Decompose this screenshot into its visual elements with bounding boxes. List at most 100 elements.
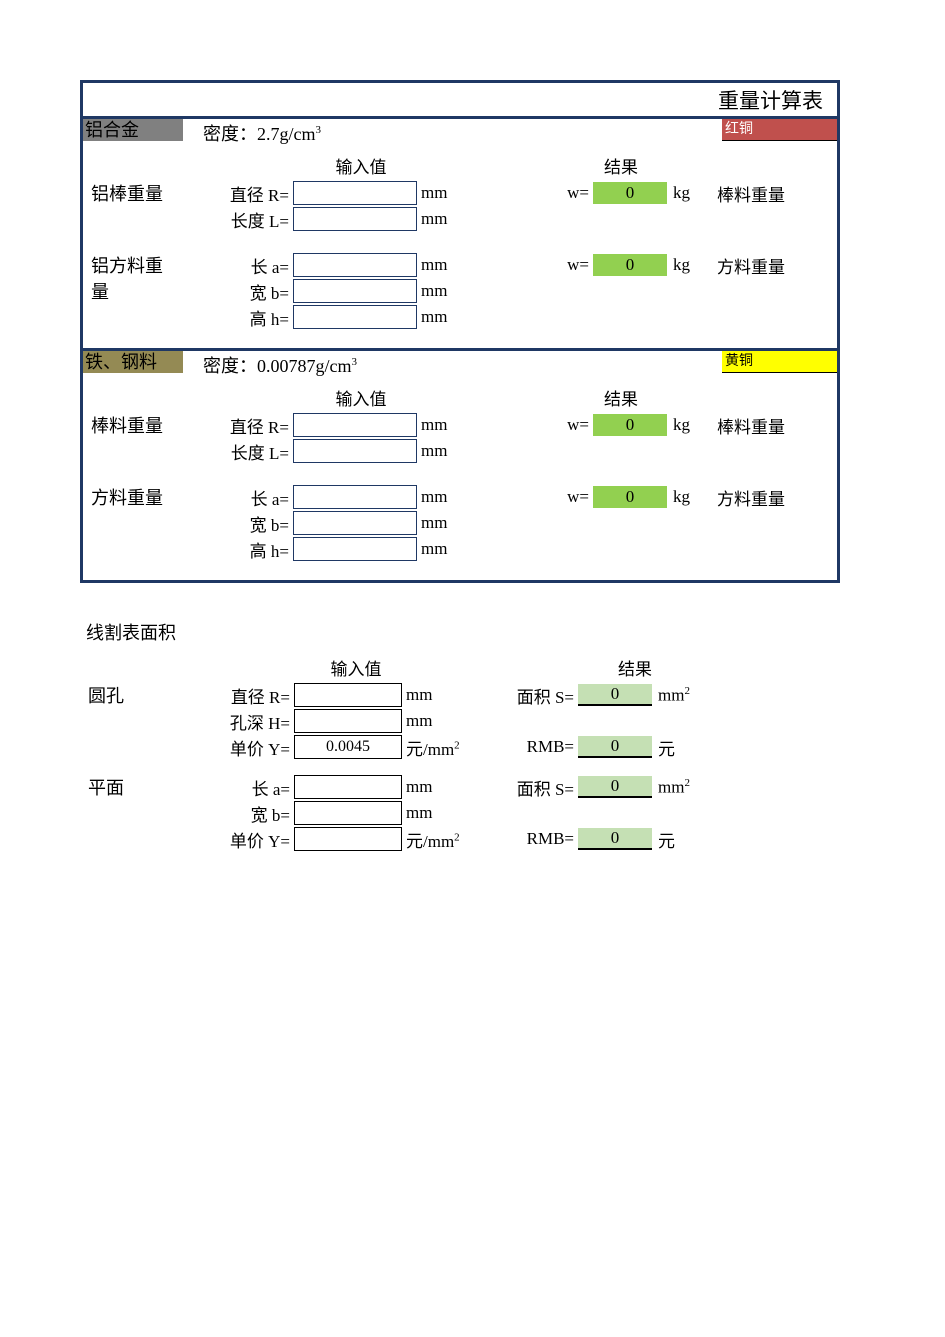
- tag-steel: 铁、钢料: [83, 351, 183, 373]
- al-block-param-h: 高 h=: [191, 305, 293, 330]
- al-block-param-b: 宽 b=: [191, 279, 293, 304]
- al-rod-input-r[interactable]: [293, 181, 417, 205]
- al-block-result-label: w=: [563, 255, 593, 275]
- hole-param-y: 单价 Y=: [176, 735, 294, 760]
- steel-block-row3: 高 h= mm: [83, 536, 837, 562]
- steel-block-row2: 宽 b= mm: [83, 510, 837, 536]
- steel-rod-result-label: w=: [563, 415, 593, 435]
- plane-title: 平面: [88, 774, 176, 800]
- al-rod-result-label: w=: [563, 183, 593, 203]
- steel-block-unit-b: mm: [417, 513, 467, 533]
- al-block-input-b[interactable]: [293, 279, 417, 303]
- brass-rod-label: 棒料重量: [717, 413, 785, 438]
- plane-area-value: 0: [578, 776, 652, 798]
- al-rod-title: 铝棒重量: [91, 180, 191, 206]
- plane-unit-b: mm: [402, 803, 474, 823]
- al-block-unit-b: mm: [417, 281, 467, 301]
- plane-rmb-value: 0: [578, 828, 652, 850]
- plane-unit-y: 元/mm2: [402, 827, 474, 852]
- al-block-row1: 铝方料重 长 a= mm w= 0 kg 方料重量: [83, 252, 837, 278]
- al-block-title-l1: 铝方料重: [91, 252, 191, 278]
- plane-row3: 单价 Y= 元/mm2 RMB= 0 元: [80, 826, 840, 852]
- copper-rod-label: 棒料重量: [717, 181, 785, 206]
- steel-rod-param-l: 长度 L=: [191, 439, 293, 464]
- hole-unit-h: mm: [402, 711, 474, 731]
- steel-rod-title: 棒料重量: [91, 412, 191, 438]
- weight-calc-container: 重量计算表 铝合金 密度：2.7g/cm3 红铜 输入值 结果 铝棒重量 直径 …: [80, 80, 840, 583]
- page-title: 重量计算表: [83, 83, 837, 119]
- al-rod-param-r: 直径 R=: [191, 181, 293, 206]
- hole-rmb-label: RMB=: [508, 737, 578, 757]
- steel-block-param-h: 高 h=: [191, 537, 293, 562]
- steel-block-input-a[interactable]: [293, 485, 417, 509]
- plane-row1: 平面 长 a= mm 面积 S= 0 mm2: [80, 774, 840, 800]
- al-rod-unit-r: mm: [417, 183, 467, 203]
- steel-rod-param-r: 直径 R=: [191, 413, 293, 438]
- tag-copper: 红铜: [722, 119, 837, 141]
- col-head-input-2: 输入值: [301, 385, 421, 410]
- plane-input-a[interactable]: [294, 775, 402, 799]
- aluminum-density: 密度：2.7g/cm3: [203, 119, 321, 145]
- section-aluminum-header: 铝合金 密度：2.7g/cm3 红铜: [83, 119, 837, 145]
- steel-block-result-value: 0: [593, 486, 667, 508]
- brass-block-label: 方料重量: [717, 485, 785, 510]
- plane-area-unit: mm2: [652, 777, 698, 798]
- steel-density: 密度：0.00787g/cm3: [203, 351, 357, 377]
- hole-unit-y: 元/mm2: [402, 735, 474, 760]
- plane-param-b: 宽 b=: [176, 801, 294, 826]
- steel-block-result-unit: kg: [667, 487, 713, 507]
- hole-rmb-unit: 元: [652, 735, 698, 760]
- hole-input-y[interactable]: [294, 735, 402, 759]
- hole-param-r: 直径 R=: [176, 683, 294, 708]
- hole-param-h: 孔深 H=: [176, 709, 294, 734]
- col-head-result: 结果: [581, 153, 661, 178]
- tag-brass: 黄铜: [722, 351, 837, 373]
- steel-rod-row2: 长度 L= mm: [83, 438, 837, 464]
- al-rod-result-unit: kg: [667, 183, 713, 203]
- al-rod-unit-l: mm: [417, 209, 467, 229]
- al-rod-row1: 铝棒重量 直径 R= mm w= 0 kg 棒料重量: [83, 180, 837, 206]
- hole-row3: 单价 Y= 元/mm2 RMB= 0 元: [80, 734, 840, 760]
- al-rod-input-l[interactable]: [293, 207, 417, 231]
- tag-aluminum: 铝合金: [83, 119, 183, 141]
- al-block-result-value: 0: [593, 254, 667, 276]
- hole-area-value: 0: [578, 684, 652, 706]
- section-steel-header: 铁、钢料 密度：0.00787g/cm3 黄铜: [83, 351, 837, 377]
- plane-row2: 宽 b= mm: [80, 800, 840, 826]
- steel-block-input-h[interactable]: [293, 537, 417, 561]
- al-block-input-h[interactable]: [293, 305, 417, 329]
- steel-rod-input-l[interactable]: [293, 439, 417, 463]
- al-block-row3: 高 h= mm: [83, 304, 837, 330]
- plane-rmb-label: RMB=: [508, 829, 578, 849]
- hole-title: 圆孔: [88, 682, 176, 708]
- hole-unit-r: mm: [402, 685, 474, 705]
- steel-rod-input-r[interactable]: [293, 413, 417, 437]
- plane-input-b[interactable]: [294, 801, 402, 825]
- al-block-unit-h: mm: [417, 307, 467, 327]
- steel-rod-row1: 棒料重量 直径 R= mm w= 0 kg 棒料重量: [83, 412, 837, 438]
- plane-param-y: 单价 Y=: [176, 827, 294, 852]
- al-rod-param-l: 长度 L=: [191, 207, 293, 232]
- hole-row1: 圆孔 直径 R= mm 面积 S= 0 mm2: [80, 682, 840, 708]
- steel-block-result-label: w=: [563, 487, 593, 507]
- hole-input-r[interactable]: [294, 683, 402, 707]
- hole-input-h[interactable]: [294, 709, 402, 733]
- al-block-param-a: 长 a=: [191, 253, 293, 278]
- col-head-result-3: 结果: [598, 655, 672, 680]
- al-block-unit-a: mm: [417, 255, 467, 275]
- hole-area-label: 面积 S=: [508, 683, 578, 708]
- steel-rod-unit-l: mm: [417, 441, 467, 461]
- plane-param-a: 长 a=: [176, 775, 294, 800]
- col-head-input: 输入值: [301, 153, 421, 178]
- steel-block-unit-h: mm: [417, 539, 467, 559]
- al-block-input-a[interactable]: [293, 253, 417, 277]
- copper-block-label: 方料重量: [717, 253, 785, 278]
- plane-area-label: 面积 S=: [508, 775, 578, 800]
- wire-cut-title: 线割表面积: [86, 619, 840, 645]
- steel-block-input-b[interactable]: [293, 511, 417, 535]
- col-head-input-3: 输入值: [302, 655, 410, 680]
- al-rod-row2: 长度 L= mm: [83, 206, 837, 232]
- plane-input-y[interactable]: [294, 827, 402, 851]
- aluminum-content: 输入值 结果 铝棒重量 直径 R= mm w= 0 kg 棒料重量 长度 L= …: [83, 145, 837, 348]
- wire-cut-section: 线割表面积 输入值 结果 圆孔 直径 R= mm 面积 S= 0 mm2 孔深 …: [80, 619, 840, 852]
